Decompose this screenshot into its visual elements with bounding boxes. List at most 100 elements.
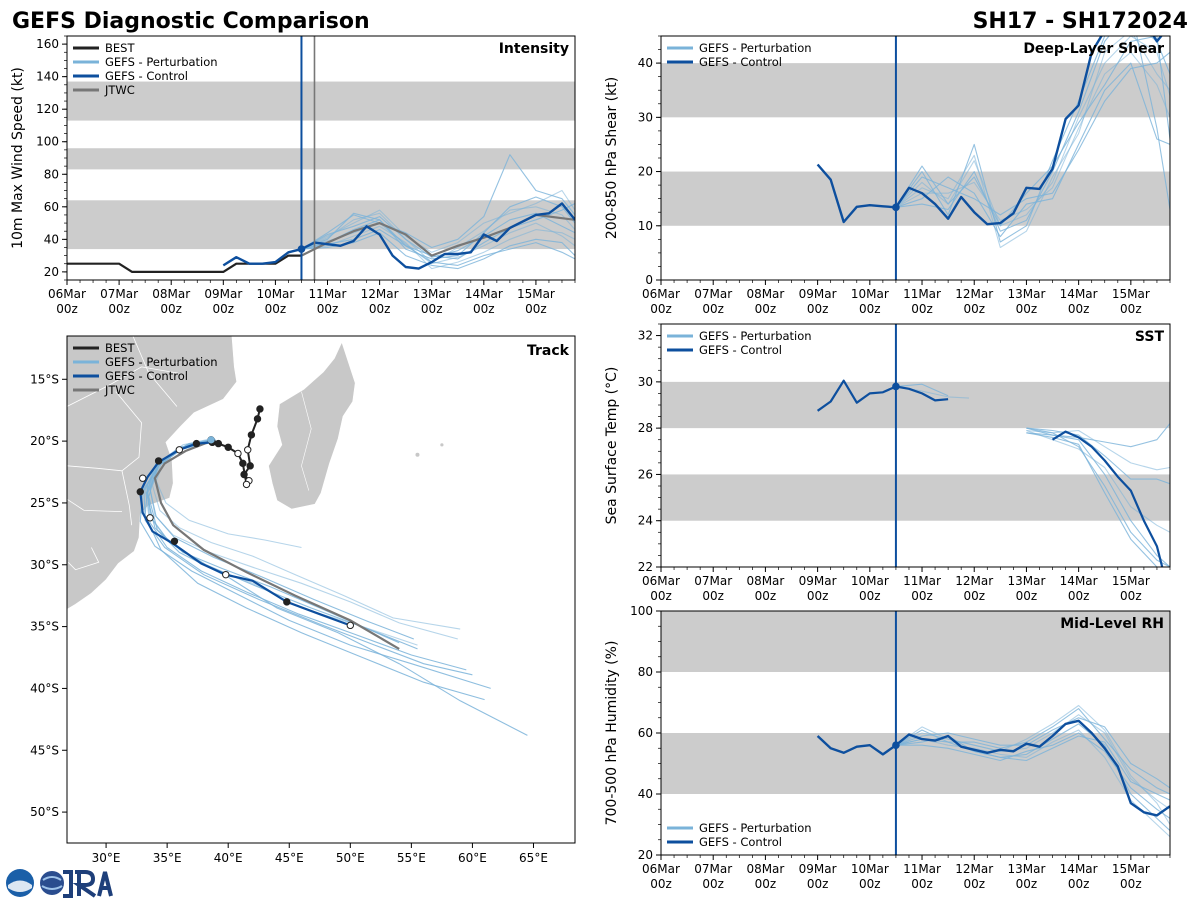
control-track-point <box>222 570 230 579</box>
control-track <box>139 441 351 627</box>
x-tick-sublabel: 00z <box>963 877 985 891</box>
perturbation-series <box>895 62 1170 238</box>
globe-icon <box>40 871 64 895</box>
y-tick-label: 20 <box>638 848 653 862</box>
country-border <box>67 366 179 407</box>
perturbation-series <box>895 735 1170 801</box>
perturbation-series <box>895 717 1170 789</box>
best-track-point <box>247 431 256 439</box>
y-tick-label: 24 <box>638 514 653 528</box>
legend-label: GEFS - Control <box>699 343 782 357</box>
perturbation-series <box>1026 427 1170 485</box>
control-track-point <box>154 457 163 465</box>
perturbation-series <box>895 732 1170 819</box>
legend-label: GEFS - Perturbation <box>105 355 218 369</box>
longitude-label: 45°E <box>275 851 304 865</box>
x-tick-label: 06Mar <box>48 287 86 301</box>
threshold-band <box>67 148 575 170</box>
panel-title: Mid-Level RH <box>1060 616 1164 632</box>
x-tick-label: 10Mar <box>851 862 889 876</box>
x-tick-label: 13Mar <box>1007 287 1045 301</box>
mauritius-landmass <box>440 443 444 447</box>
x-tick-label: 08Mar <box>746 574 784 588</box>
panel-title: SST <box>1135 329 1165 345</box>
control-track-point <box>192 439 201 448</box>
y-tick-label: 140 <box>36 70 59 84</box>
x-tick-sublabel: 00z <box>963 589 985 603</box>
latitude-label: 45°S <box>30 743 59 757</box>
x-tick-sublabel: 00z <box>1120 302 1142 316</box>
x-tick-sublabel: 00z <box>859 302 881 316</box>
x-tick-sublabel: 00z <box>807 302 829 316</box>
x-tick-sublabel: 00z <box>421 302 443 316</box>
latitude-label: 40°S <box>30 681 59 695</box>
sst-panel: 22242628303206Mar00z07Mar00z08Mar00z09Ma… <box>604 323 1171 603</box>
y-tick-label: 40 <box>44 232 59 246</box>
x-tick-sublabel: 00z <box>317 302 339 316</box>
y-axis-label: Sea Surface Temp (°C) <box>604 367 620 525</box>
x-tick-label: 09Mar <box>799 287 837 301</box>
x-tick-label: 11Mar <box>903 574 941 588</box>
plot-area <box>661 611 1170 838</box>
region-border <box>301 391 312 491</box>
plot-area <box>661 379 1170 567</box>
x-tick-sublabel: 00z <box>473 302 495 316</box>
x-tick-label: 06Mar <box>642 287 680 301</box>
latitude-label: 20°S <box>30 434 59 448</box>
perturbation-series <box>895 36 1170 243</box>
perturbation-series <box>301 196 575 260</box>
longitude-label: 30°E <box>92 851 121 865</box>
x-tick-sublabel: 00z <box>1016 302 1038 316</box>
x-tick-label: 12Mar <box>955 287 993 301</box>
y-tick-label: 30 <box>638 375 653 389</box>
latitude-label: 15°S <box>30 372 59 386</box>
x-tick-sublabel: 00z <box>108 302 130 316</box>
x-tick-label: 15Mar <box>1112 287 1150 301</box>
latitude-label: 35°S <box>30 620 59 634</box>
latitude-label: 50°S <box>30 805 59 819</box>
control-series <box>222 202 575 270</box>
y-axis-label: 200-850 hPa Shear (kt) <box>604 77 620 239</box>
x-tick-sublabel: 00z <box>702 302 724 316</box>
control-track-point <box>146 514 154 522</box>
perturbation-series <box>895 36 1170 227</box>
analysis-marker <box>892 741 900 749</box>
x-tick-label: 10Mar <box>851 287 889 301</box>
country-border <box>121 470 133 526</box>
country-border <box>67 465 123 472</box>
x-tick-label: 12Mar <box>955 574 993 588</box>
figure-title: GEFS Diagnostic Comparison <box>12 9 370 34</box>
y-tick-label: 20 <box>44 265 59 279</box>
y-tick-label: 0 <box>645 273 653 287</box>
x-tick-label: 11Mar <box>309 287 347 301</box>
y-tick-label: 80 <box>638 665 653 679</box>
panel-title: Track <box>527 343 570 359</box>
legend-label: BEST <box>105 341 135 355</box>
longitude-label: 35°E <box>153 851 182 865</box>
intensity-panel: 2040608010012014016006Mar00z07Mar00z08Ma… <box>10 35 576 316</box>
x-tick-label: 14Mar <box>1060 862 1098 876</box>
x-tick-sublabel: 00z <box>911 589 933 603</box>
legend-label: GEFS - Perturbation <box>105 55 218 69</box>
perturbation-series <box>1026 423 1170 448</box>
x-tick-label: 10Mar <box>256 287 294 301</box>
control-series <box>816 719 1170 817</box>
x-tick-label: 09Mar <box>204 287 242 301</box>
track-panel: 30°E 35°E 40°E 45°E 50°E 55°E 60°E 65°E 15°S 20°S… <box>30 335 576 865</box>
x-tick-sublabel: 00z <box>807 589 829 603</box>
threshold-band <box>661 474 1170 521</box>
legend-label: JTWC <box>104 383 135 397</box>
best-track-point <box>214 439 223 448</box>
x-tick-label: 07Mar <box>694 287 732 301</box>
country-border <box>132 336 178 407</box>
x-tick-sublabel: 00z <box>650 302 672 316</box>
x-tick-sublabel: 00z <box>1068 877 1090 891</box>
x-tick-sublabel: 00z <box>702 877 724 891</box>
best-track-point <box>239 459 247 468</box>
reunion-landmass <box>415 452 420 457</box>
control-track-point <box>170 537 179 545</box>
control-track-point <box>283 598 291 606</box>
map-frame <box>66 335 576 844</box>
control-track-point <box>346 621 355 630</box>
madagascar-landmass <box>268 341 356 510</box>
